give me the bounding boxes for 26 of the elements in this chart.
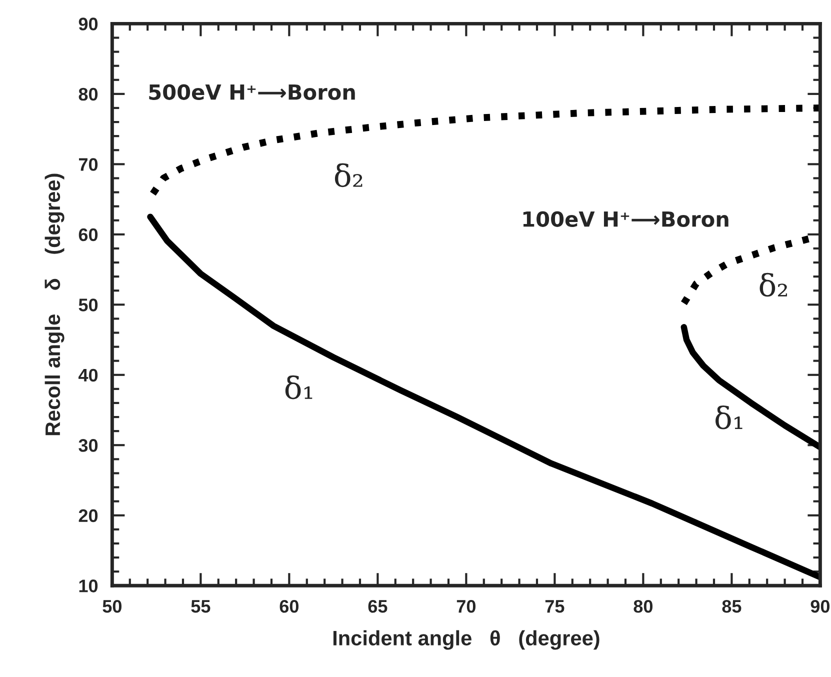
x-tick-label: 70	[456, 600, 476, 613]
y-tick-label: 50	[78, 298, 98, 312]
x-axis-title: Incident angle θ (degree)	[333, 630, 600, 650]
y-axis-title: Recoll angle δ (degree)	[44, 174, 64, 436]
annotation: 500eV H⁺⟶Boron	[149, 84, 355, 100]
y-tick-label: 10	[79, 580, 98, 592]
y-tick-label: 30	[78, 439, 98, 452]
annotation: δ₁	[285, 375, 312, 400]
x-tick-label: 50	[102, 600, 122, 613]
y-tick-label: 70	[78, 158, 98, 171]
x-tick-label: 75	[545, 600, 564, 613]
y-tick-label: 40	[78, 368, 98, 382]
y-tick-label: 80	[78, 88, 98, 101]
x-tick-label: 85	[722, 600, 742, 613]
y-tick-label: 60	[78, 228, 98, 242]
annotation: 100eV H⁺⟶Boron	[523, 211, 728, 227]
y-tick-label: 20	[78, 509, 98, 522]
annotation: δ₁	[716, 405, 742, 430]
x-tick-label: 65	[368, 600, 388, 613]
annotation: δ₂	[334, 163, 362, 188]
annotation: δ₂	[760, 272, 787, 297]
x-tick-label: 80	[634, 600, 652, 613]
y-tick-label: 90	[78, 18, 98, 30]
x-tick-label: 90	[810, 600, 830, 613]
x-tick-label: 60	[280, 600, 298, 613]
x-tick-label: 55	[191, 600, 210, 613]
